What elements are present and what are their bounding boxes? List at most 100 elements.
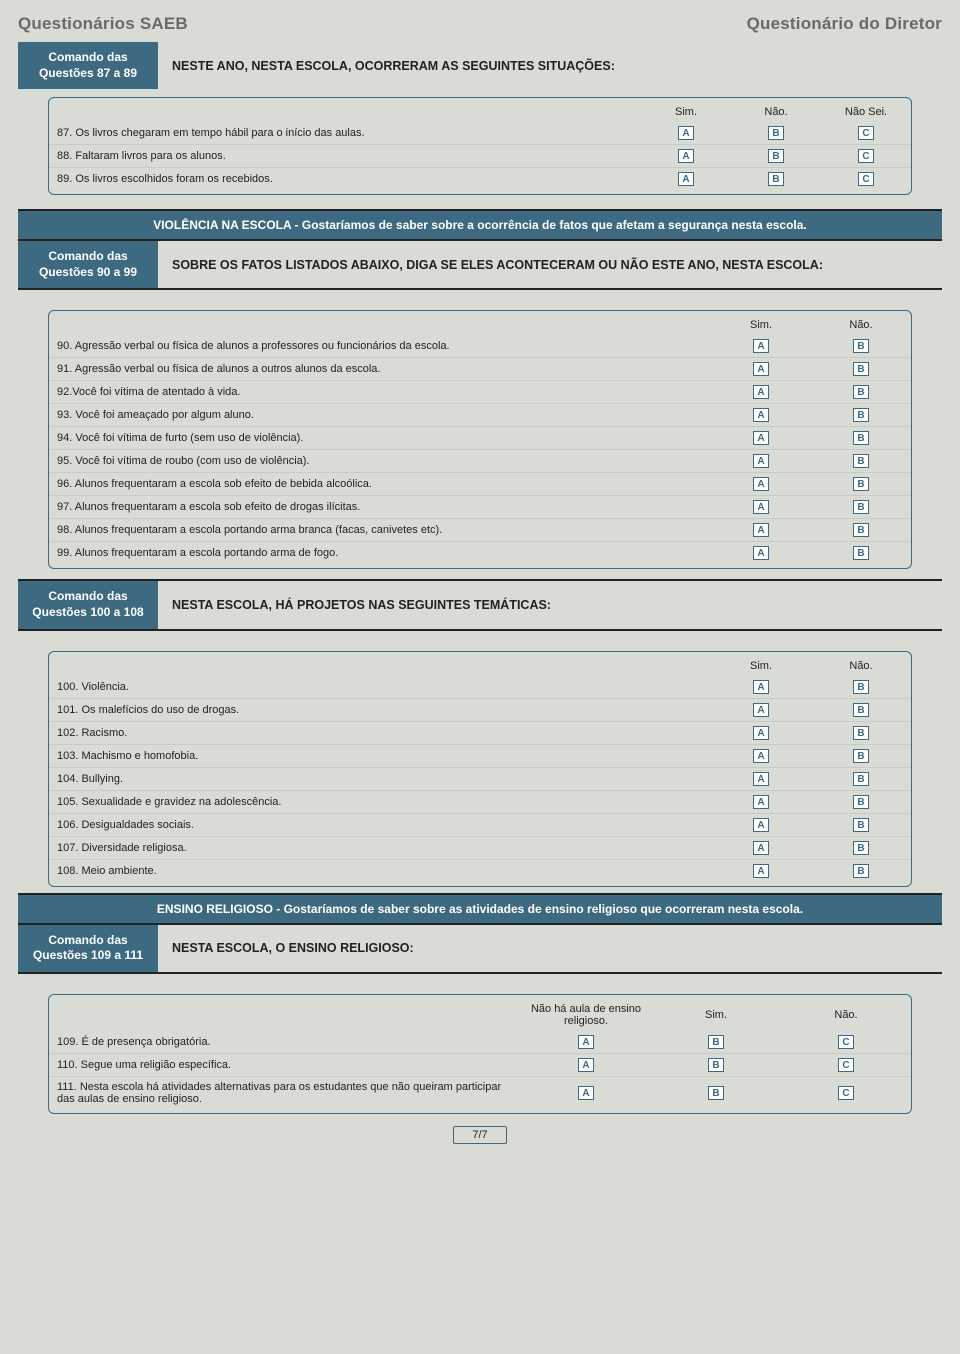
option-box[interactable]: B [853,523,869,537]
option-box[interactable]: A [753,385,769,399]
question-row: 98. Alunos frequentaram a escola portand… [49,519,911,542]
option-box[interactable]: B [853,408,869,422]
option-box[interactable]: A [753,841,769,855]
question-text: 101. Os malefícios do uso de drogas. [49,698,711,721]
column-header: Sim. [711,315,811,335]
banner-violencia: VIOLÊNCIA NA ESCOLA - Gostaríamos de sab… [18,209,942,241]
option-box[interactable]: A [678,172,694,186]
option-box[interactable]: B [853,454,869,468]
question-text: 94. Você foi vítima de furto (sem uso de… [49,427,711,450]
option-box[interactable]: A [753,500,769,514]
option-box[interactable]: C [858,126,874,140]
comando-90-99: Comando das Questões 90 a 99 SOBRE OS FA… [18,241,942,290]
question-text: 108. Meio ambiente. [49,859,711,882]
option-box[interactable]: A [753,362,769,376]
question-text: 111. Nesta escola há atividades alternat… [49,1076,521,1109]
question-row: 109. É de presença obrigatória.ABC [49,1031,911,1054]
option-box[interactable]: A [753,546,769,560]
page-footer: 7/7 [18,1126,942,1144]
option-box[interactable]: B [853,431,869,445]
comando-prompt: NESTA ESCOLA, O ENSINO RELIGIOSO: [158,925,942,972]
option-box[interactable]: B [853,500,869,514]
option-box[interactable]: B [853,477,869,491]
question-text: 103. Machismo e homofobia. [49,744,711,767]
question-text: 105. Sexualidade e gravidez na adolescên… [49,790,711,813]
option-box[interactable]: A [753,408,769,422]
option-box[interactable]: C [838,1035,854,1049]
option-box[interactable]: A [578,1058,594,1072]
option-box[interactable]: B [853,864,869,878]
question-row: 89. Os livros escolhidos foram os recebi… [49,168,911,191]
option-box[interactable]: B [853,795,869,809]
option-box[interactable]: B [853,772,869,786]
option-box[interactable]: A [578,1086,594,1100]
option-box[interactable]: B [768,149,784,163]
question-row: 110. Segue uma religião específica.ABC [49,1053,911,1076]
option-box[interactable]: B [853,680,869,694]
banner-religioso: ENSINO RELIGIOSO - Gostaríamos de saber … [18,893,942,925]
question-row: 94. Você foi vítima de furto (sem uso de… [49,427,911,450]
comando-prompt: NESTE ANO, NESTA ESCOLA, OCORRERAM AS SE… [158,42,942,89]
page-header: Questionários SAEB Questionário do Diret… [18,14,942,34]
option-box[interactable]: A [753,703,769,717]
option-box[interactable]: B [853,841,869,855]
option-box[interactable]: B [853,703,869,717]
question-row: 91. Agressão verbal ou física de alunos … [49,358,911,381]
option-box[interactable]: B [768,126,784,140]
question-row: 102. Racismo.AB [49,721,911,744]
question-row: 101. Os malefícios do uso de drogas. A B [49,698,911,721]
option-box[interactable]: C [838,1086,854,1100]
option-box[interactable]: A [753,818,769,832]
column-header: Não. [811,315,911,335]
option-box[interactable]: B [708,1086,724,1100]
option-box[interactable]: C [858,149,874,163]
option-box[interactable]: A [753,680,769,694]
option-box[interactable]: A [753,726,769,740]
column-header: Não. [811,656,911,676]
option-box[interactable]: B [708,1035,724,1049]
option-box[interactable]: B [853,749,869,763]
option-box[interactable]: B [708,1058,724,1072]
question-text: 104. Bullying. [49,767,711,790]
option-box[interactable]: C [858,172,874,186]
question-text: 92.Você foi vítima de atentado à vida. [49,381,711,404]
option-box[interactable]: B [853,339,869,353]
option-box[interactable]: A [678,126,694,140]
option-box[interactable]: B [853,362,869,376]
question-row: 90. Agressão verbal ou física de alunos … [49,335,911,358]
option-box[interactable]: A [753,431,769,445]
question-text: 87. Os livros chegaram em tempo hábil pa… [49,122,641,145]
option-box[interactable]: A [753,864,769,878]
question-row: 104. Bullying. A B [49,767,911,790]
column-header: Sim. [651,999,781,1031]
option-box[interactable]: A [753,454,769,468]
comando-box: Comando das Questões 87 a 89 [18,42,158,89]
option-box[interactable]: B [853,546,869,560]
option-box[interactable]: B [853,726,869,740]
option-box[interactable]: A [753,772,769,786]
option-box[interactable]: B [853,385,869,399]
question-row: 92.Você foi vítima de atentado à vida. A B [49,381,911,404]
comando-box: Comando das Questões 109 a 111 [18,925,158,972]
option-box[interactable]: A [753,749,769,763]
column-header: Sim. [711,656,811,676]
table-100-108: Sim.Não.100. Violência.AB101. Os malefíc… [48,651,912,887]
option-box[interactable]: A [753,477,769,491]
option-box[interactable]: A [578,1035,594,1049]
table-90-99: Sim.Não.90. Agressão verbal ou física de… [48,310,912,569]
table-109-111: Não há aula de ensino religioso.Sim.Não.… [48,994,912,1114]
option-box[interactable]: A [753,795,769,809]
comando-prompt: SOBRE OS FATOS LISTADOS ABAIXO, DIGA SE … [158,241,942,288]
option-box[interactable]: A [753,523,769,537]
question-text: 96. Alunos frequentaram a escola sob efe… [49,473,711,496]
option-box[interactable]: B [768,172,784,186]
question-text: 106. Desigualdades sociais. [49,813,711,836]
option-box[interactable]: B [853,818,869,832]
question-row: 107. Diversidade religiosa.AB [49,836,911,859]
comando-87-89: Comando das Questões 87 a 89 NESTE ANO, … [18,42,942,89]
option-box[interactable]: C [838,1058,854,1072]
option-box[interactable]: A [678,149,694,163]
question-row: 88. Faltaram livros para os alunos.ABC [49,145,911,168]
option-box[interactable]: A [753,339,769,353]
question-row: 93. Você foi ameaçado por algum aluno.AB [49,404,911,427]
